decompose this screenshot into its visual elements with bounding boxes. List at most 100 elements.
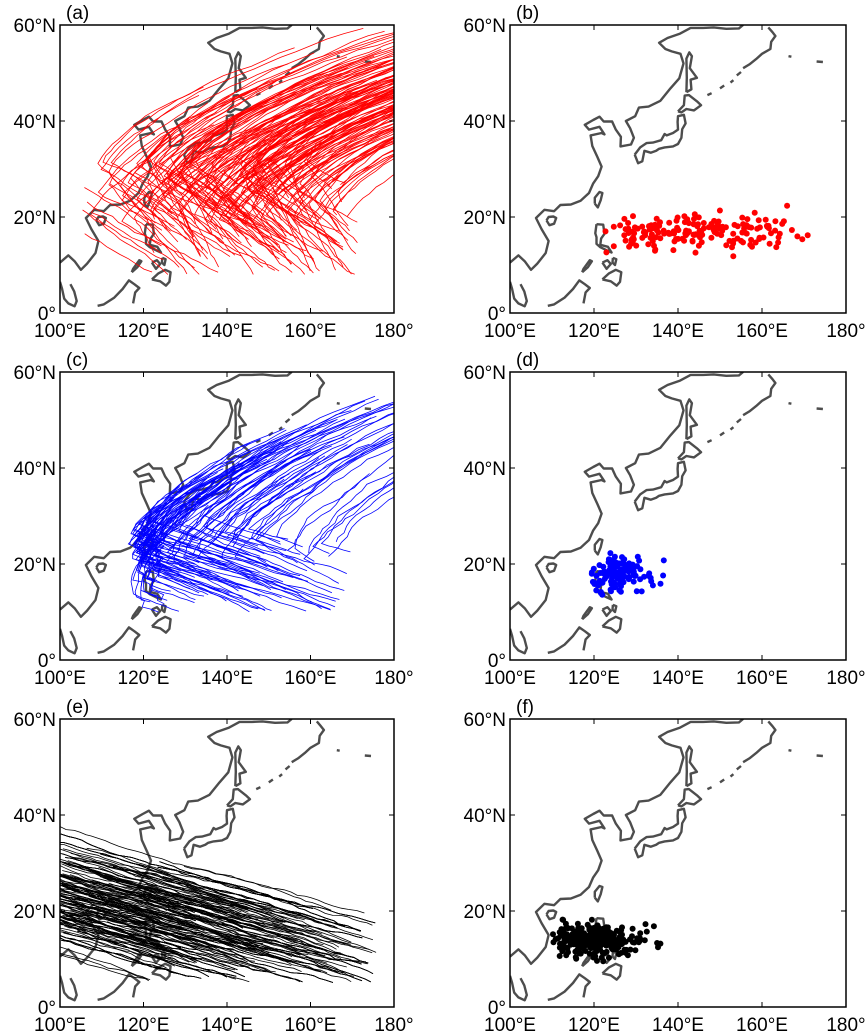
genesis-point [552,936,559,943]
x-tick-label: 100°E [34,321,86,342]
genesis-point [580,945,587,952]
genesis-point [689,238,696,245]
genesis-point [729,244,735,251]
genesis-point [730,237,737,244]
storm-track [255,438,394,584]
genesis-point [599,949,606,956]
coastline [742,26,777,70]
panel-d: 100°E 120°E 140°E 160°E 180° 0° 20°N 40°N 60°N (d… [464,350,866,689]
genesis-point [600,563,607,570]
genesis-point [592,936,599,943]
storm-track [239,106,329,221]
storm-track [62,862,259,920]
coastline [150,259,162,270]
storm-track [60,898,244,954]
genesis-point [568,925,575,932]
storm-track [61,896,292,963]
storm-track [225,110,394,273]
y-tick-label: 40°N [464,112,506,133]
storm-track [163,73,328,206]
storm-track [324,149,394,223]
storm-track [71,856,285,919]
storm-track [197,457,320,566]
storm-track [151,508,259,610]
coastline [611,256,618,267]
y-tick-label: 0° [38,651,56,672]
coastline [736,418,742,424]
storm-track [206,58,394,237]
x-tick-label: 180° [826,321,865,342]
coastline [151,268,172,287]
genesis-point [612,943,619,950]
coastline [611,950,618,961]
genesis-point [651,223,657,230]
storm-track [99,853,338,929]
storm-track [183,924,371,983]
storm-track [211,101,394,237]
genesis-point [641,937,648,944]
storm-track [140,401,394,567]
storm-track [178,418,346,555]
panel-c: 100°E 120°E 140°E 160°E 180° 0° 20°N 40°N 60°N (c… [14,350,414,689]
storm-track [61,939,169,970]
genesis-point [588,569,595,576]
genesis-point [700,220,707,226]
panel-e-map [60,719,377,1002]
genesis-point [593,948,600,954]
coastline [816,754,823,758]
genesis-point [609,572,615,579]
storm-track [60,954,151,980]
storm-track [60,882,282,959]
storm-track [158,564,266,612]
coastline [593,190,604,209]
genesis-point [657,940,664,947]
coastline [336,402,340,405]
storm-track [204,80,394,221]
coastline [816,60,823,64]
storm-track [138,400,366,581]
storm-track [134,529,159,613]
genesis-point [633,242,640,249]
storm-track [153,424,307,570]
storm-track [245,98,394,181]
coastline [151,615,172,634]
genesis-point [599,591,606,598]
coastline [95,215,108,227]
storm-track [60,952,150,982]
storm-track [190,908,368,965]
genesis-point [645,241,652,248]
coastline [336,749,340,752]
coastline [685,398,699,441]
coastline [336,55,340,58]
coastline [742,373,777,417]
storm-track [319,136,394,231]
x-tick-label: 100°E [484,1015,536,1034]
coastline [685,745,699,788]
coastline [284,71,291,77]
x-tick-label: 180° [826,1015,865,1034]
x-tick-label: 160°E [285,668,337,689]
storm-track [276,446,394,548]
storm-track [177,485,284,583]
y-tick-label: 20°N [14,555,56,576]
storm-track [308,471,394,554]
genesis-point [595,928,602,935]
storm-track [242,938,363,982]
genesis-point [602,228,609,235]
storm-track [130,438,261,612]
storm-track [316,142,394,195]
genesis-point [744,216,751,223]
genesis-point [592,580,599,586]
genesis-point [660,557,667,564]
genesis-point [628,240,635,247]
coastline [60,975,78,1002]
storm-track [253,130,341,232]
genesis-point [598,954,605,961]
y-tick-label: 60°N [14,710,56,731]
genesis-point [738,237,745,244]
genesis-point [619,571,626,578]
coastline [788,749,792,752]
storm-track [233,118,394,214]
coastline [594,223,613,254]
storm-track [202,93,394,240]
